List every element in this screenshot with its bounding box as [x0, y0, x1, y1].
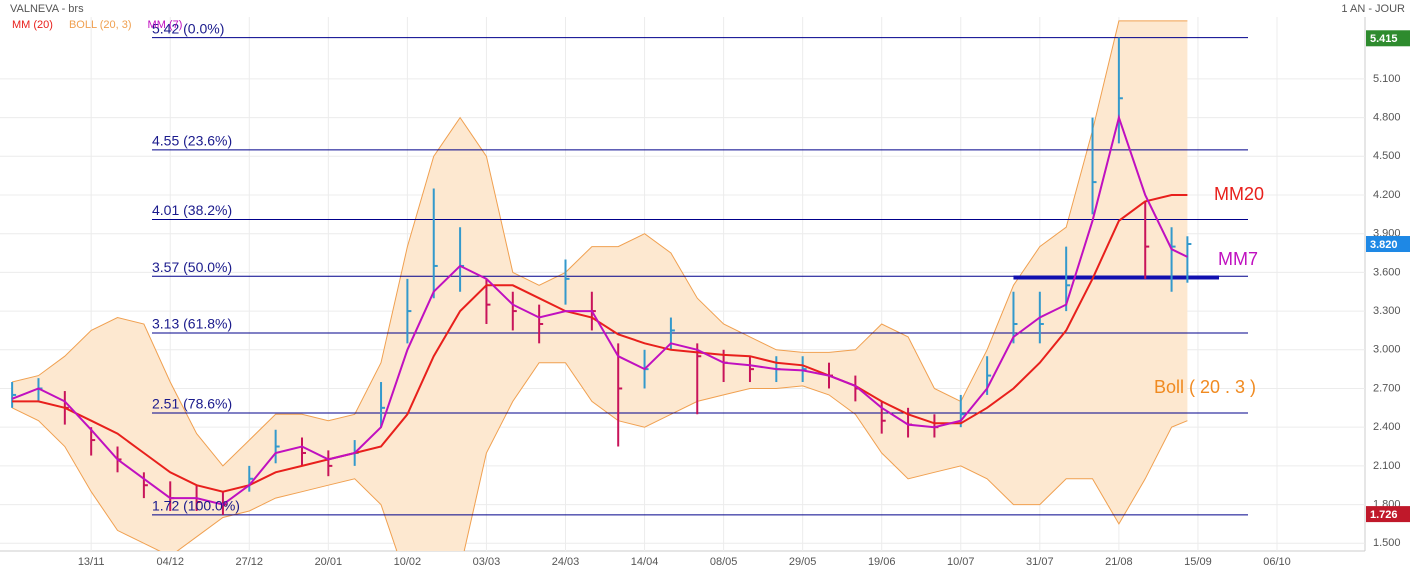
y-tick-label: 4.500 [1373, 150, 1401, 162]
y-tick-label: 3.000 [1373, 344, 1401, 356]
period: 1 AN - JOUR [1341, 3, 1405, 15]
fib-label: 3.57 (50.0%) [152, 259, 232, 275]
fib-label: 3.13 (61.8%) [152, 316, 232, 332]
x-tick-label: 31/07 [1026, 556, 1054, 568]
y-tick-label: 4.800 [1373, 112, 1401, 124]
x-tick-label: 04/12 [156, 556, 184, 568]
price-badge [1366, 236, 1410, 253]
bollinger-lower [11, 362, 1188, 551]
y-tick-label: 3.600 [1373, 266, 1401, 278]
plot-area [11, 20, 1248, 551]
fib-label: 5.42 (0.0%) [152, 20, 224, 36]
x-tick-label: 21/08 [1105, 556, 1133, 568]
y-tick-label: 4.200 [1373, 189, 1401, 201]
x-tick-label: 24/03 [552, 556, 580, 568]
chart-title: VALNEVA - brs [10, 3, 84, 15]
y-tick-label: 2.700 [1373, 382, 1401, 394]
price-badge [1366, 30, 1410, 47]
y-tick-label: 1.500 [1373, 537, 1401, 549]
bollinger-upper [11, 20, 1188, 467]
legend-entry: MM (20) [12, 19, 53, 31]
x-tick-label: 15/09 [1184, 556, 1212, 568]
moving-average [11, 114, 1188, 506]
y-tick-label: 5.100 [1373, 73, 1401, 85]
x-tick-label: 08/05 [710, 556, 738, 568]
fib-label: 4.55 (23.6%) [152, 133, 232, 149]
fib-label: 2.51 (78.6%) [152, 396, 232, 412]
x-tick-label: 29/05 [789, 556, 817, 568]
legend-entry: MM (7) [148, 19, 183, 31]
fib-label: 1.72 (100.0%) [152, 498, 240, 514]
annotation: MM7 [1218, 249, 1258, 269]
fib-label: 4.01 (38.2%) [152, 202, 232, 218]
x-tick-label: 14/04 [631, 556, 659, 568]
x-tick-label: 10/02 [394, 556, 422, 568]
x-tick-label: 10/07 [947, 556, 975, 568]
legend-entry: BOLL (20, 3) [69, 19, 132, 31]
price-badge-label: 3.820 [1370, 239, 1398, 251]
x-tick-label: 03/03 [473, 556, 501, 568]
y-tick-label: 3.300 [1373, 305, 1401, 317]
moving-average [12, 194, 1188, 493]
x-tick-label: 19/06 [868, 556, 896, 568]
annotation: MM20 [1214, 184, 1264, 204]
price-badge-label: 5.415 [1370, 33, 1398, 45]
overlay: 5.42 (0.0%) 4.55 (23.6%) 4.01 (38.2%) 3.57 … [12, 19, 1410, 523]
price-badge-label: 1.726 [1370, 509, 1398, 521]
y-tick-label: 2.100 [1373, 460, 1401, 472]
x-tick-label: 13/11 [78, 556, 105, 568]
x-tick-label: 27/12 [236, 556, 264, 568]
x-tick-label: 20/01 [315, 556, 343, 568]
price-badge [1366, 506, 1410, 523]
bollinger-fill [12, 20, 1188, 551]
annotation: Boll ( 20 . 3 ) [1154, 377, 1256, 397]
y-tick-label: 2.400 [1373, 421, 1401, 433]
x-tick-label: 06/10 [1263, 556, 1291, 568]
